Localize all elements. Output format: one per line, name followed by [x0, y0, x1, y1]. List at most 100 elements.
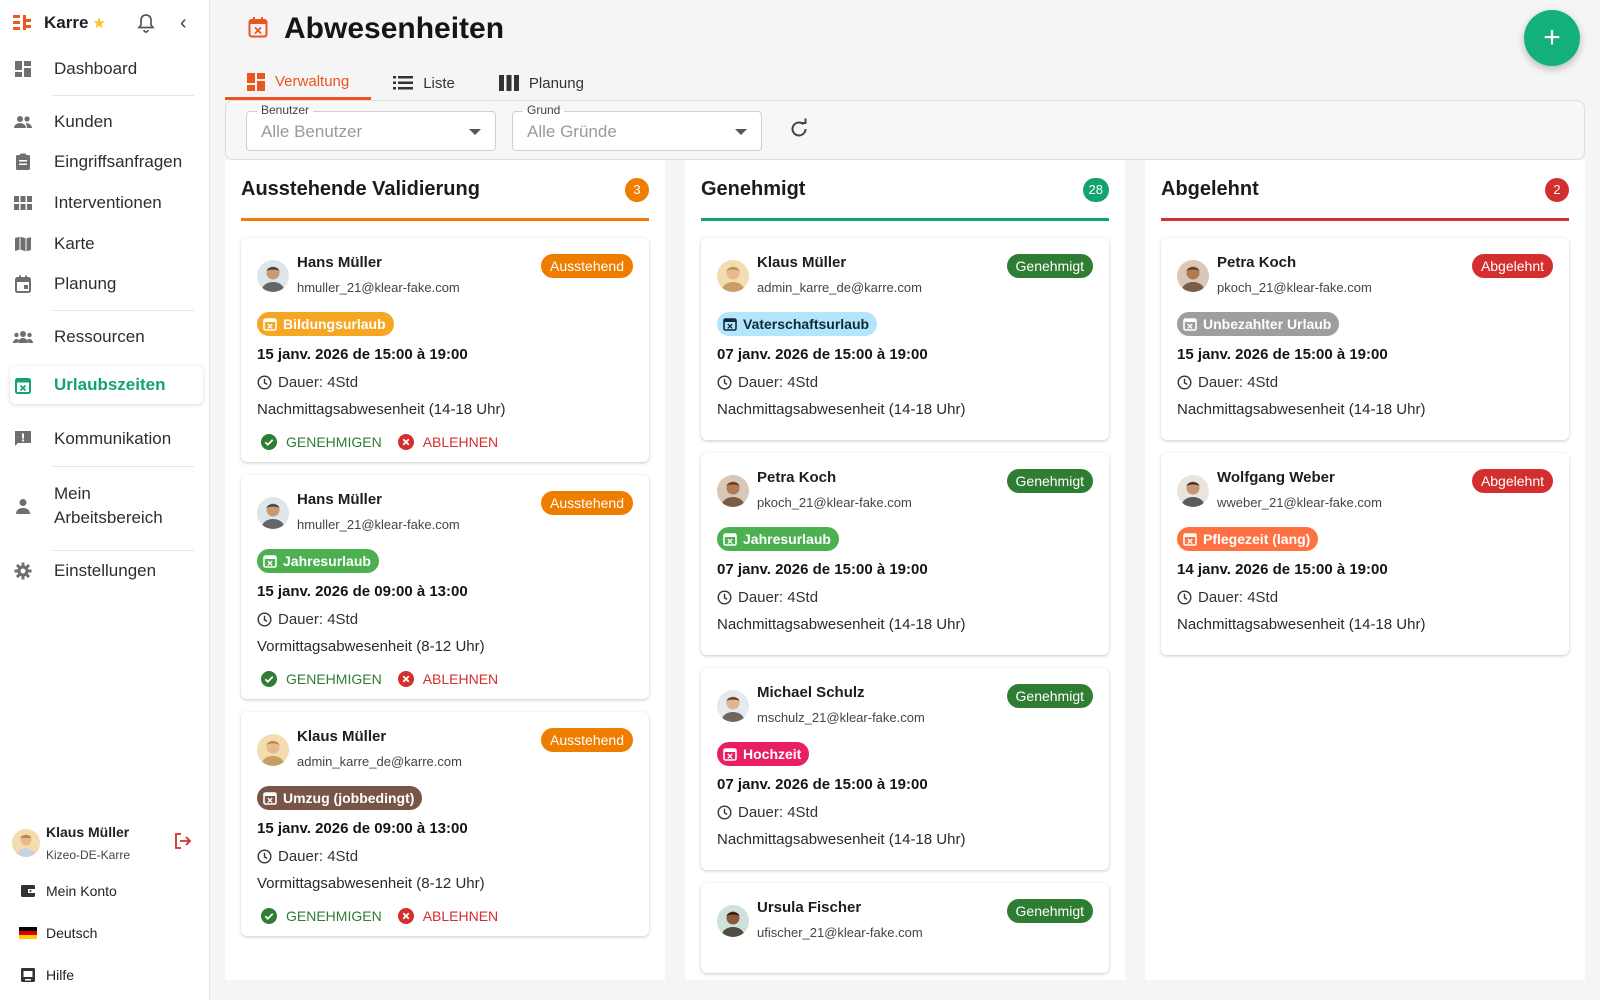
chevron-down-icon [735, 129, 747, 135]
clock-icon [257, 375, 272, 390]
check-circle-icon [261, 671, 277, 687]
calendar-x-icon [263, 791, 277, 805]
page-title: Abwesenheiten [284, 12, 505, 45]
absence-card[interactable]: Michael Schulz mschulz_21@klear-fake.com G… [701, 668, 1109, 870]
cancel-circle-icon [397, 671, 414, 687]
user-profile[interactable]: Klaus Müller Kizeo-DE-Karre [10, 818, 203, 868]
favorite-star-icon[interactable]: ★ [92, 15, 106, 32]
avatar [12, 829, 40, 857]
card-actions: GENEHMIGEN ABLEHNEN [261, 434, 514, 450]
sidebar-item-kunden[interactable]: Kunden [10, 103, 203, 141]
absence-card[interactable]: Klaus Müller admin_karre_de@karre.com Gene… [701, 238, 1109, 440]
sidebar-item-interventionen[interactable]: Interventionen [10, 184, 203, 222]
absence-card[interactable]: Klaus Müller admin_karre_de@karre.com Auss… [241, 712, 649, 936]
clock-icon [1177, 590, 1192, 605]
column-pending: Ausstehende Validierung 3 Hans Müller hmull… [225, 160, 665, 980]
sidebar-item-kommunikation[interactable]: Kommunikation [10, 420, 203, 458]
tab-verwaltung[interactable]: Verwaltung [225, 66, 372, 100]
collapse-sidebar-icon[interactable]: ‹ [180, 12, 187, 34]
person-icon [12, 496, 34, 516]
notification-bell-icon[interactable] [137, 13, 155, 33]
employee-email: admin_karre_de@karre.com [757, 280, 922, 295]
absence-card[interactable]: Ursula Fischer ufischer_21@klear-fake.com… [701, 883, 1109, 973]
status-badge: Abgelehnt [1471, 469, 1553, 493]
tab-planung[interactable]: Planung [477, 66, 606, 100]
sidebar-item-label: Kommunikation [54, 429, 172, 448]
reason-chip: Jahresurlaub [717, 527, 839, 551]
absence-description: Nachmittagsabwesenheit (14-18 Uhr) [717, 616, 966, 633]
absence-card[interactable]: Hans Müller hmuller_21@klear-fake.com Auss… [241, 475, 649, 699]
reason-label: Jahresurlaub [283, 553, 371, 569]
reason-chip: Hochzeit [717, 742, 810, 766]
calendar-icon [12, 274, 34, 294]
divider [52, 550, 194, 551]
reason-filter-select[interactable]: Grund Alle Gründe [512, 103, 762, 151]
my-account-link[interactable]: Mein Konto [18, 878, 117, 904]
reject-button[interactable]: ABLEHNEN [397, 908, 498, 924]
absence-card[interactable]: Petra Koch pkoch_21@klear-fake.com Genehmi… [701, 453, 1109, 655]
user-filter-select[interactable]: Benutzer Alle Benutzer [246, 103, 496, 151]
absence-date: 07 janv. 2026 de 15:00 à 19:00 [717, 776, 928, 793]
absence-description: Nachmittagsabwesenheit (14-18 Uhr) [1177, 616, 1426, 633]
check-circle-icon [261, 434, 277, 450]
sidebar-item-planung[interactable]: Planung [10, 265, 203, 303]
sidebar-item-dashboard[interactable]: Dashboard [10, 50, 203, 88]
absence-card[interactable]: Hans Müller hmuller_21@klear-fake.com Auss… [241, 238, 649, 462]
view-tabs: Verwaltung Liste Planung [225, 66, 606, 100]
duration-label: Dauer: 4Std [278, 611, 359, 628]
approve-button[interactable]: GENEHMIGEN [261, 671, 382, 687]
refresh-icon[interactable] [788, 118, 812, 142]
dashboard-icon [247, 72, 265, 91]
reject-button[interactable]: ABLEHNEN [397, 671, 498, 687]
absence-date: 15 janv. 2026 de 09:00 à 13:00 [257, 820, 468, 837]
duration-label: Dauer: 4Std [1198, 374, 1279, 391]
reason-label: Hochzeit [743, 746, 802, 762]
reject-button[interactable]: ABLEHNEN [397, 434, 498, 450]
approve-button[interactable]: GENEHMIGEN [261, 908, 382, 924]
divider [52, 466, 194, 467]
column-approved: Genehmigt 28 Klaus Müller admin_karre_de@ka… [685, 160, 1125, 980]
employee-name: Petra Koch [757, 469, 837, 486]
status-badge: Ausstehend [541, 728, 633, 752]
calendar-x-icon [1183, 317, 1197, 331]
grid-icon [12, 193, 34, 213]
sidebar-item-mein-arbeitsbereich[interactable]: Mein Arbeitsbereich [10, 476, 203, 536]
sidebar-item-label: Ressourcen [54, 327, 145, 346]
reason-filter-label: Grund [523, 103, 565, 117]
wallet-icon [18, 883, 38, 899]
approve-button[interactable]: GENEHMIGEN [261, 434, 382, 450]
absence-card[interactable]: Petra Koch pkoch_21@klear-fake.com Abgeleh… [1161, 238, 1569, 440]
reason-chip: Unbezahlter Urlaub [1177, 312, 1340, 336]
avatar [717, 690, 749, 722]
sidebar-item-eingriffsanfragen[interactable]: Eingriffsanfragen [10, 143, 203, 181]
status-badge: Ausstehend [541, 491, 633, 515]
absence-duration: Dauer: 4Std [717, 374, 818, 391]
absence-card[interactable]: Wolfgang Weber wweber_21@klear-fake.com Ab… [1161, 453, 1569, 655]
map-icon [12, 234, 34, 254]
feedback-icon [12, 429, 34, 449]
cancel-circle-icon [397, 434, 414, 450]
sidebar-item-urlaubszeiten[interactable]: Urlaubszeiten [10, 366, 203, 404]
german-flag-icon [18, 927, 38, 939]
add-absence-button[interactable]: + [1524, 10, 1580, 66]
language-selector[interactable]: Deutsch [18, 920, 97, 946]
avatar [1177, 475, 1209, 507]
absence-description: Nachmittagsabwesenheit (14-18 Uhr) [717, 401, 966, 418]
sidebar-item-einstellungen[interactable]: Einstellungen [10, 552, 203, 590]
tab-liste[interactable]: Liste [371, 66, 477, 100]
sidebar-item-label: Eingriffsanfragen [54, 152, 183, 171]
column-header: Ausstehende Validierung 3 [241, 178, 649, 222]
employee-name: Hans Müller [297, 254, 383, 271]
sidebar-item-ressourcen[interactable]: Ressourcen [10, 318, 203, 356]
absence-date: 07 janv. 2026 de 15:00 à 19:00 [717, 346, 928, 363]
help-link[interactable]: Hilfe [18, 962, 74, 988]
sidebar-item-label: Interventionen [54, 193, 162, 212]
logout-icon[interactable] [174, 833, 192, 854]
karre-logo-icon [12, 13, 32, 33]
cancel-circle-icon [397, 908, 414, 924]
group-icon [12, 327, 34, 347]
sidebar-item-karte[interactable]: Karte [10, 225, 203, 263]
brand-name: Karre [44, 13, 89, 32]
user-filter-label: Benutzer [257, 103, 314, 117]
user-org: Kizeo-DE-Karre [46, 848, 131, 862]
